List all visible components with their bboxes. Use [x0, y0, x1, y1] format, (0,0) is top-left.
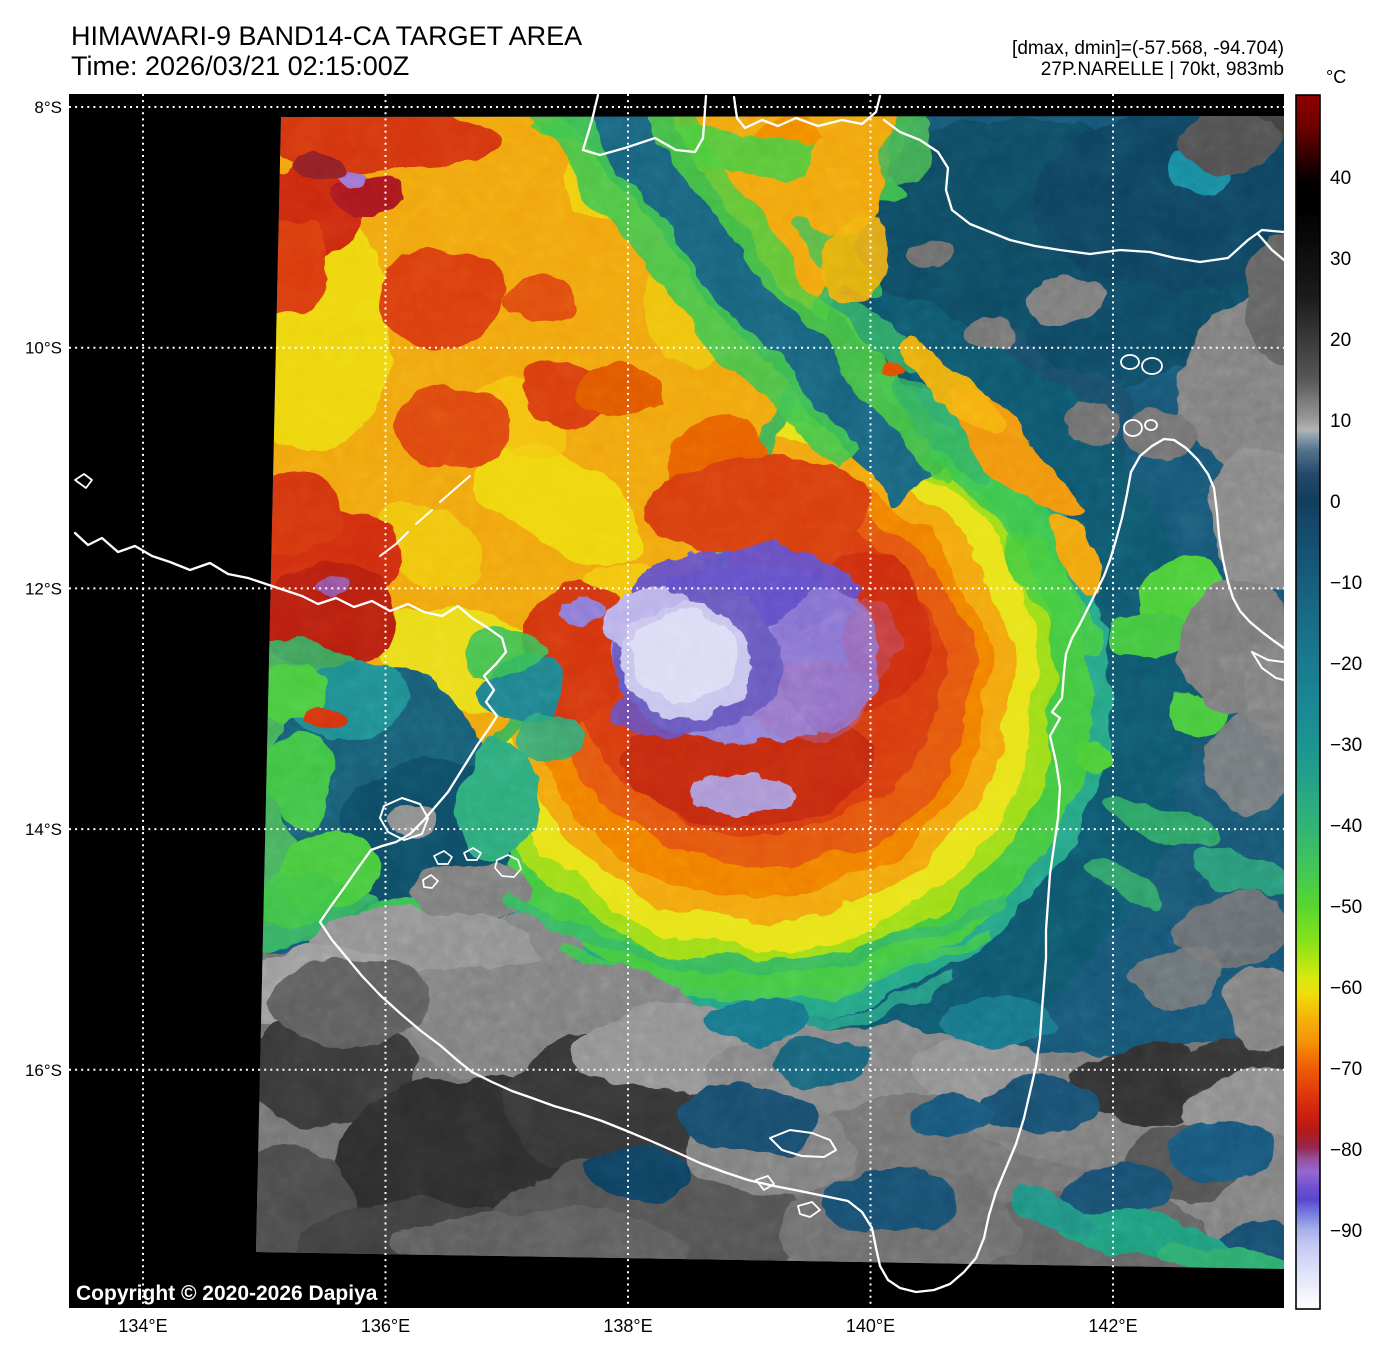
svg-text:−30: −30 — [1330, 735, 1362, 756]
svg-text:16°S: 16°S — [25, 1061, 62, 1080]
svg-text:−90: −90 — [1330, 1221, 1362, 1242]
svg-text:−60: −60 — [1330, 978, 1362, 999]
svg-text:Time: 2026/03/21 02:15:00Z: Time: 2026/03/21 02:15:00Z — [71, 51, 409, 81]
svg-text:142°E: 142°E — [1088, 1316, 1137, 1336]
svg-text:10°S: 10°S — [25, 339, 62, 358]
svg-text:20: 20 — [1330, 330, 1351, 351]
svg-text:27P.NARELLE | 70kt, 983mb: 27P.NARELLE | 70kt, 983mb — [1041, 59, 1284, 80]
svg-text:−50: −50 — [1330, 897, 1362, 918]
svg-text:°C: °C — [1326, 67, 1346, 87]
svg-text:40: 40 — [1330, 168, 1351, 189]
svg-text:8°S: 8°S — [34, 98, 62, 117]
svg-text:14°S: 14°S — [25, 820, 62, 839]
svg-text:10: 10 — [1330, 411, 1351, 432]
svg-text:134°E: 134°E — [118, 1316, 167, 1336]
svg-text:−40: −40 — [1330, 816, 1362, 837]
svg-text:12°S: 12°S — [25, 579, 62, 598]
svg-text:HIMAWARI-9 BAND14-CA TARGET AR: HIMAWARI-9 BAND14-CA TARGET AREA — [71, 21, 582, 51]
svg-text:−20: −20 — [1330, 654, 1362, 675]
svg-text:138°E: 138°E — [603, 1316, 652, 1336]
svg-text:−70: −70 — [1330, 1059, 1362, 1080]
svg-text:−80: −80 — [1330, 1140, 1362, 1161]
svg-text:Copyright © 2020-2026 Dapiya: Copyright © 2020-2026 Dapiya — [76, 1282, 378, 1305]
svg-text:−10: −10 — [1330, 573, 1362, 594]
svg-text:30: 30 — [1330, 249, 1351, 270]
svg-text:[dmax, dmin]=(-57.568, -94.704: [dmax, dmin]=(-57.568, -94.704) — [1012, 38, 1284, 59]
svg-text:136°E: 136°E — [361, 1316, 410, 1336]
svg-text:140°E: 140°E — [846, 1316, 895, 1336]
svg-text:0: 0 — [1330, 492, 1341, 513]
